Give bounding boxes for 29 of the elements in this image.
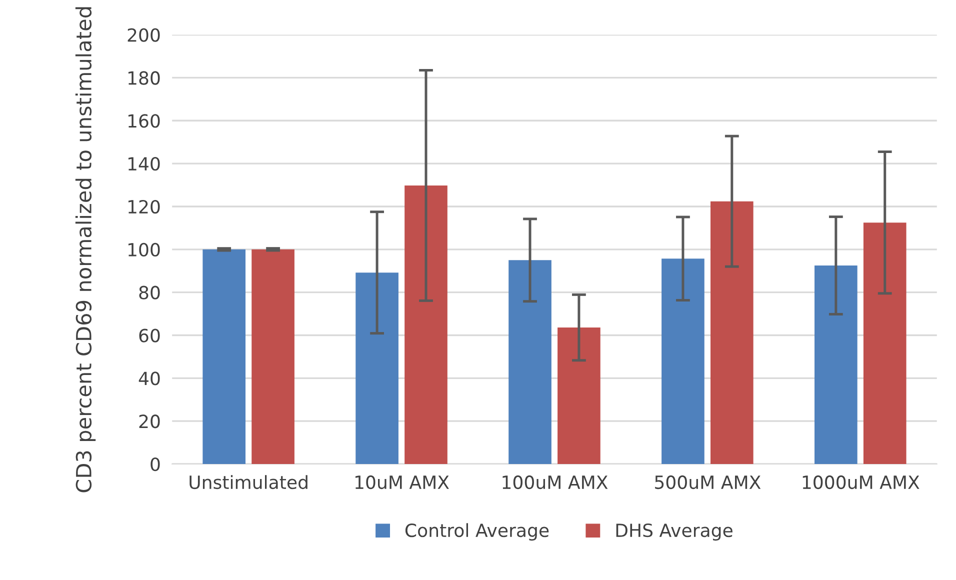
y-tick-label: 80 bbox=[139, 286, 160, 300]
bar bbox=[662, 258, 704, 464]
x-tick-label: 500uM AMX bbox=[655, 475, 761, 490]
y-tick-label: 200 bbox=[128, 28, 160, 42]
y-tick-label: 180 bbox=[128, 71, 160, 85]
y-tick-label: 140 bbox=[128, 157, 160, 171]
y-tick-label: 20 bbox=[139, 414, 160, 428]
x-tick-label: 10uM AMX bbox=[355, 475, 449, 490]
bar bbox=[252, 249, 294, 464]
bar bbox=[558, 328, 600, 464]
y-axis-title: CD3 percent CD69 normalized to unstimulated bbox=[75, 7, 96, 492]
bar bbox=[404, 185, 448, 464]
y-tick-label: 40 bbox=[138, 372, 160, 386]
bar bbox=[202, 249, 246, 464]
legend-label: DHS Average bbox=[616, 523, 732, 541]
bar bbox=[710, 201, 754, 464]
x-tick-label: Unstimulated bbox=[190, 475, 308, 490]
y-tick-label: 0 bbox=[150, 457, 160, 472]
x-tick-label: 1000uM AMX bbox=[802, 475, 920, 490]
y-tick-label: 60 bbox=[139, 328, 160, 342]
y-tick-label: 160 bbox=[128, 114, 160, 128]
y-tick-label: 120 bbox=[128, 200, 160, 214]
bar bbox=[863, 222, 906, 464]
bar bbox=[356, 272, 398, 464]
legend-label: Control Average bbox=[405, 523, 549, 541]
bar bbox=[508, 260, 552, 464]
x-tick-label: 100uM AMX bbox=[502, 475, 608, 490]
y-tick-label: 100 bbox=[128, 242, 160, 257]
bar bbox=[814, 265, 858, 464]
